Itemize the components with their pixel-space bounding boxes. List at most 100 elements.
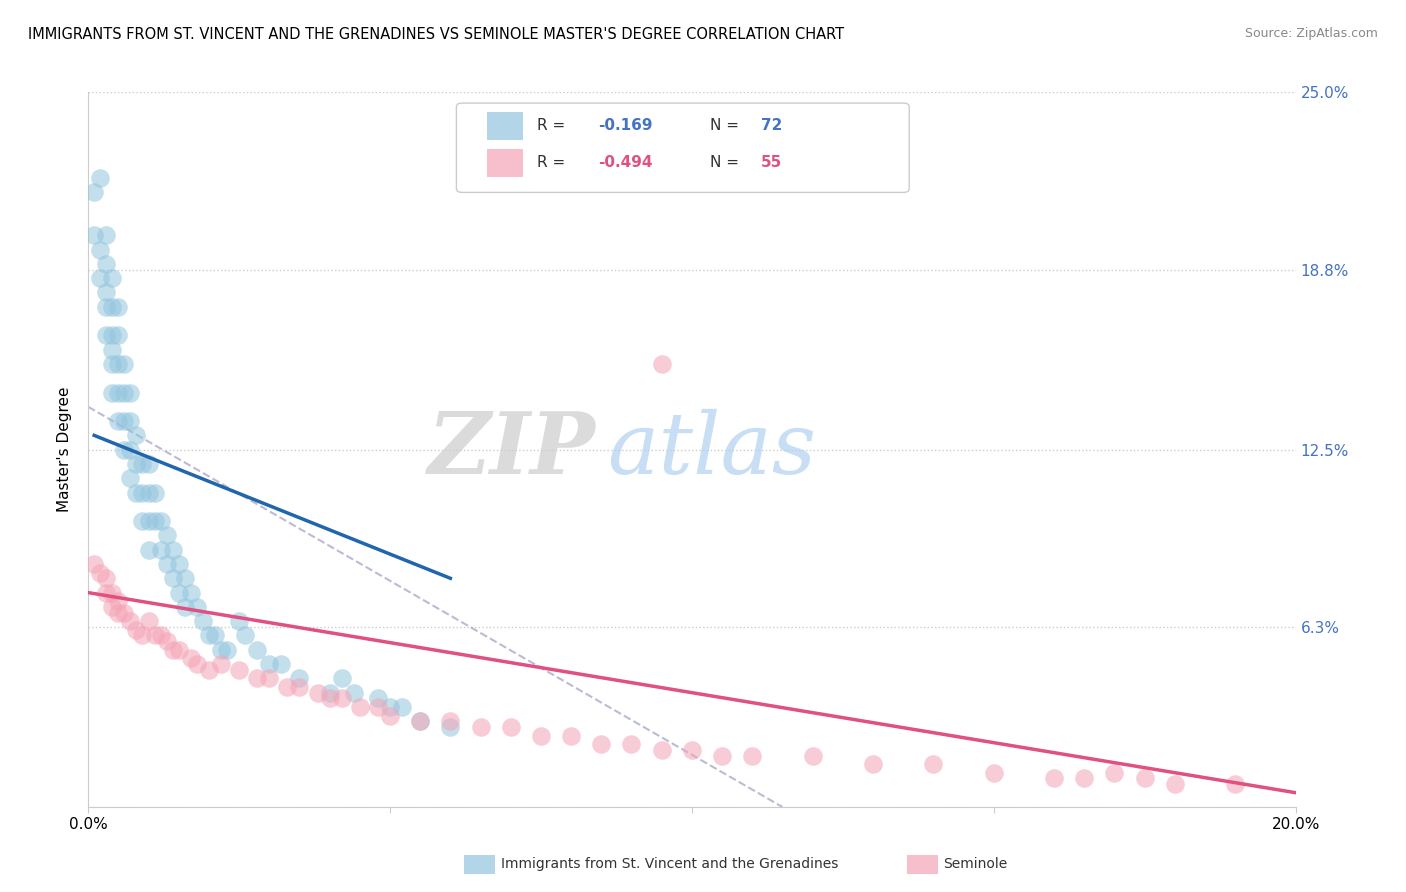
- Point: [378, 700, 401, 714]
- Point: [143, 514, 166, 528]
- Point: [96, 228, 118, 243]
- Point: [89, 171, 111, 186]
- Point: [131, 628, 153, 642]
- Point: [112, 357, 135, 371]
- Point: [209, 642, 232, 657]
- Point: [112, 414, 135, 428]
- Point: [143, 485, 166, 500]
- Text: 72: 72: [761, 119, 782, 134]
- Point: [83, 228, 105, 243]
- Point: [391, 700, 413, 714]
- Point: [89, 271, 111, 285]
- Point: [1104, 765, 1126, 780]
- Point: [101, 300, 124, 314]
- Point: [107, 300, 129, 314]
- Point: [167, 642, 190, 657]
- Point: [215, 642, 238, 657]
- Text: -0.169: -0.169: [598, 119, 652, 134]
- Point: [651, 743, 673, 757]
- Point: [378, 708, 401, 723]
- Point: [120, 385, 142, 400]
- Point: [131, 485, 153, 500]
- Point: [83, 186, 105, 200]
- Point: [681, 743, 703, 757]
- Point: [307, 686, 329, 700]
- Point: [530, 729, 553, 743]
- Point: [288, 680, 311, 694]
- Point: [107, 385, 129, 400]
- Text: IMMIGRANTS FROM ST. VINCENT AND THE GRENADINES VS SEMINOLE MASTER'S DEGREE CORRE: IMMIGRANTS FROM ST. VINCENT AND THE GREN…: [28, 27, 844, 42]
- Point: [620, 737, 643, 751]
- Point: [89, 243, 111, 257]
- Point: [233, 628, 256, 642]
- Point: [318, 686, 340, 700]
- Point: [801, 748, 824, 763]
- Point: [112, 442, 135, 457]
- Point: [259, 671, 281, 685]
- Point: [83, 557, 105, 571]
- Point: [204, 628, 226, 642]
- Point: [1225, 777, 1247, 791]
- Point: [125, 485, 148, 500]
- Point: [173, 599, 195, 614]
- FancyBboxPatch shape: [486, 112, 523, 139]
- Point: [112, 606, 135, 620]
- Point: [228, 663, 250, 677]
- Point: [96, 328, 118, 343]
- FancyBboxPatch shape: [457, 103, 910, 193]
- Point: [741, 748, 763, 763]
- Point: [560, 729, 582, 743]
- Point: [1073, 772, 1095, 786]
- Text: R =: R =: [537, 155, 571, 170]
- Text: R =: R =: [537, 119, 571, 134]
- Point: [96, 285, 118, 300]
- Point: [167, 557, 190, 571]
- Point: [711, 748, 734, 763]
- Point: [270, 657, 292, 671]
- Point: [96, 585, 118, 599]
- Point: [101, 385, 124, 400]
- Point: [101, 357, 124, 371]
- Point: [107, 606, 129, 620]
- Point: [191, 614, 214, 628]
- Point: [1164, 777, 1187, 791]
- Point: [343, 686, 366, 700]
- Point: [330, 671, 353, 685]
- Point: [349, 700, 371, 714]
- Point: [149, 514, 172, 528]
- Point: [162, 642, 184, 657]
- Point: [167, 585, 190, 599]
- Point: [120, 614, 142, 628]
- Point: [209, 657, 232, 671]
- FancyBboxPatch shape: [486, 149, 523, 177]
- Point: [198, 663, 221, 677]
- Point: [246, 642, 269, 657]
- Text: Seminole: Seminole: [943, 857, 1008, 871]
- Point: [162, 542, 184, 557]
- Text: 55: 55: [761, 155, 782, 170]
- Point: [125, 623, 148, 637]
- Point: [131, 514, 153, 528]
- Point: [186, 599, 208, 614]
- Text: N =: N =: [710, 119, 744, 134]
- Point: [112, 385, 135, 400]
- Point: [246, 671, 269, 685]
- Point: [131, 457, 153, 471]
- Point: [120, 414, 142, 428]
- Y-axis label: Master's Degree: Master's Degree: [58, 387, 72, 512]
- Point: [96, 571, 118, 585]
- Point: [651, 357, 673, 371]
- Point: [288, 671, 311, 685]
- Point: [101, 599, 124, 614]
- Point: [162, 571, 184, 585]
- Text: Immigrants from St. Vincent and the Grenadines: Immigrants from St. Vincent and the Gren…: [501, 857, 838, 871]
- Point: [499, 720, 522, 734]
- Point: [138, 542, 160, 557]
- Point: [96, 257, 118, 271]
- Point: [156, 557, 179, 571]
- Point: [276, 680, 298, 694]
- Point: [367, 700, 389, 714]
- Point: [180, 585, 202, 599]
- Point: [149, 628, 172, 642]
- Point: [125, 428, 148, 442]
